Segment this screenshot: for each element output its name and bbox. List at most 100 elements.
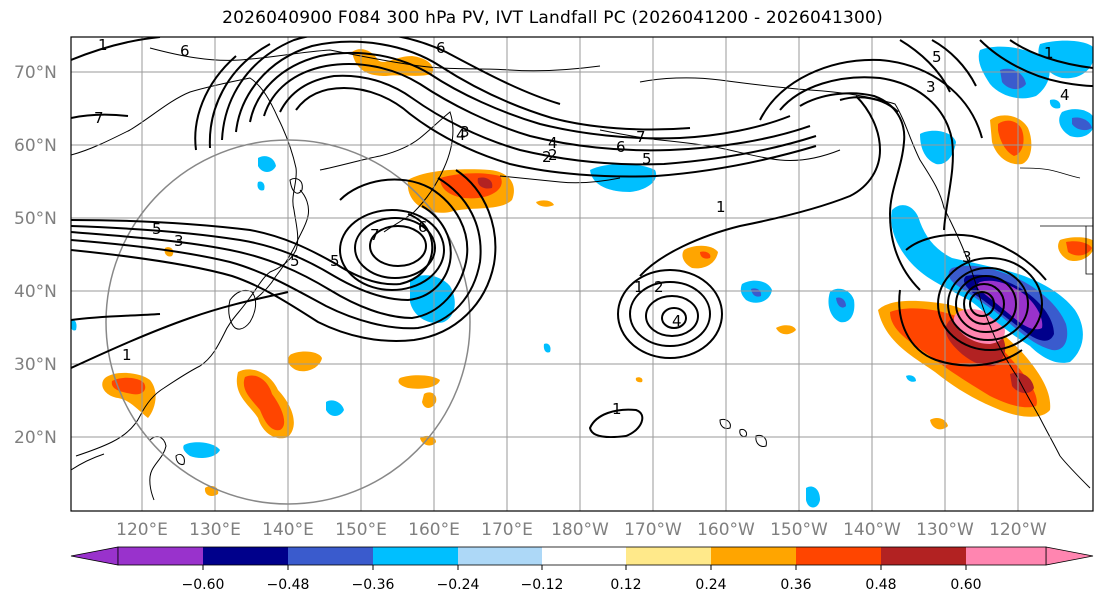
contour-label: 5 [932,48,942,66]
colorbar: −0.60 −0.48 −0.36 −0.24 −0.12 0.12 0.24 … [70,546,1094,593]
shade-positive [536,200,554,207]
map-frame [70,36,1094,512]
shade-negative [590,164,657,192]
contour-label: 4 [672,312,682,330]
lon-tick-label: 160°E [408,520,460,540]
shade-negative [183,442,220,458]
colorbar-segment [711,547,796,565]
colorbar-segment [881,547,966,565]
contour-label: 2 [548,146,558,164]
colorbar-tick-label: 0.36 [780,577,811,593]
colorbar-segment [288,547,373,565]
shade-negative [751,288,762,297]
shade-positive [477,177,493,189]
lon-tick-label: 130°W [916,520,974,540]
contour-label: 6 [180,42,190,60]
shade-positive [890,308,1037,408]
shade-negative [258,156,276,172]
shade-negative [1049,99,1061,109]
colorbar-tick-label: −0.12 [521,577,564,593]
shade-negative [1038,40,1093,79]
landfall-region-circle [105,139,471,505]
shade-positive [998,120,1024,156]
shade-positive [700,251,711,259]
shade-negative [543,343,551,353]
colorbar-segment [966,547,1046,565]
shade-negative [836,297,846,308]
contour-label: 6 [616,138,626,156]
contour-label: 4 [1060,86,1070,104]
latitude-labels: 70°N 60°N 50°N 40°N 30°N 20°N [14,63,57,448]
colorbar-segment [373,547,458,565]
lon-tick-label: 140°W [843,520,901,540]
lat-tick-label: 30°N [14,355,57,375]
colorbar-extend-high [1045,546,1094,566]
shade-negative [920,130,956,165]
colorbar-segment [626,547,711,565]
colorbar-tick-label: −0.48 [267,577,310,593]
colorbar-segment [118,547,203,565]
colorbar-segment [458,547,542,565]
shade-positive [243,375,285,431]
shade-positive [635,377,643,383]
shade-positive [422,392,437,408]
lat-tick-label: 60°N [14,136,57,156]
colorbar-extend-low [70,546,119,566]
shade-negative [326,400,344,416]
contour-label: 3 [962,248,972,266]
contour-label: 1 [122,346,132,364]
pv-contours [71,37,1093,438]
shade-negative [257,181,265,191]
lat-tick-label: 70°N [14,63,57,83]
contour-label: 3 [174,232,184,250]
shade-positive [1066,241,1092,256]
contour-label: 1 [98,36,108,54]
contour-label: 5 [290,252,300,270]
colorbar-tick-label: 0.60 [950,577,981,593]
contour-label: 6 [418,218,428,236]
contour-label: 2 [654,278,664,296]
lon-tick-label: 160°W [697,520,755,540]
shade-negative [1000,68,1026,90]
shade-positive [111,377,146,395]
colorbar-ticks [202,565,967,570]
shade-negative [410,275,455,324]
shade-positive [776,325,796,335]
shade-positive [352,49,434,76]
lon-tick-label: 170°E [481,520,533,540]
contour-label: 5 [152,220,162,238]
lon-tick-label: 120°W [989,520,1047,540]
admin-borders [1019,167,1093,275]
contour-label: 7 [94,109,104,127]
lat-tick-label: 40°N [14,282,57,302]
contour-label: 4 [548,134,558,152]
colorbar-segment [796,547,881,565]
shade-positive [288,351,322,372]
shade-positive [682,245,718,269]
colorbar-tick-label: 0.24 [695,577,726,593]
colorbar-outline [117,546,1047,566]
contour-label: 2 [542,148,552,166]
shade-negative [906,375,916,382]
contour-label: 7 [370,226,380,244]
contour-label: 7 [636,128,646,146]
contour-label: 3 [926,78,936,96]
lon-tick-label: 140°E [262,520,314,540]
contour-label: 5 [330,252,340,270]
contour-label: 5 [642,150,652,168]
map-area [71,37,1093,511]
contour-label: 1 [612,400,622,418]
colorbar-segment [203,547,288,565]
contour-label: 4 [456,126,466,144]
lat-tick-label: 20°N [14,428,57,448]
contour-label: 3 [460,123,470,141]
lon-tick-label: 120°E [116,520,168,540]
colorbar-tick-label: −0.36 [352,577,395,593]
contour-label: 6 [436,39,446,57]
shade-negative [71,319,77,331]
lat-tick-label: 50°N [14,209,57,229]
contour-label: 1 [634,278,644,296]
colorbar-tick-label: 0.12 [610,577,641,593]
lon-tick-label: 130°E [189,520,241,540]
